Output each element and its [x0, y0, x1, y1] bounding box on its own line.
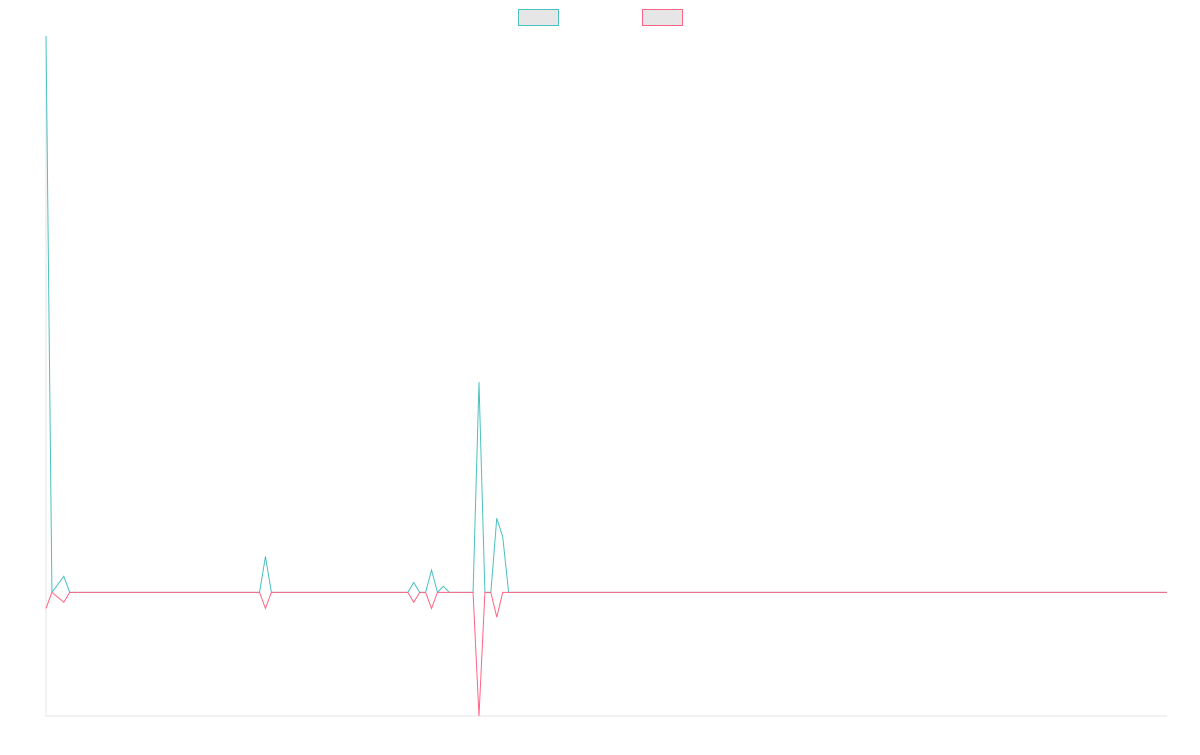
legend-swatch-1 [518, 9, 559, 26]
legend-swatch-2 [642, 9, 683, 26]
series-layer [45, 35, 1167, 717]
axes [45, 36, 1167, 717]
series-line-2 [45, 591, 1167, 717]
series-line-1 [45, 35, 1167, 594]
legend [518, 9, 683, 26]
